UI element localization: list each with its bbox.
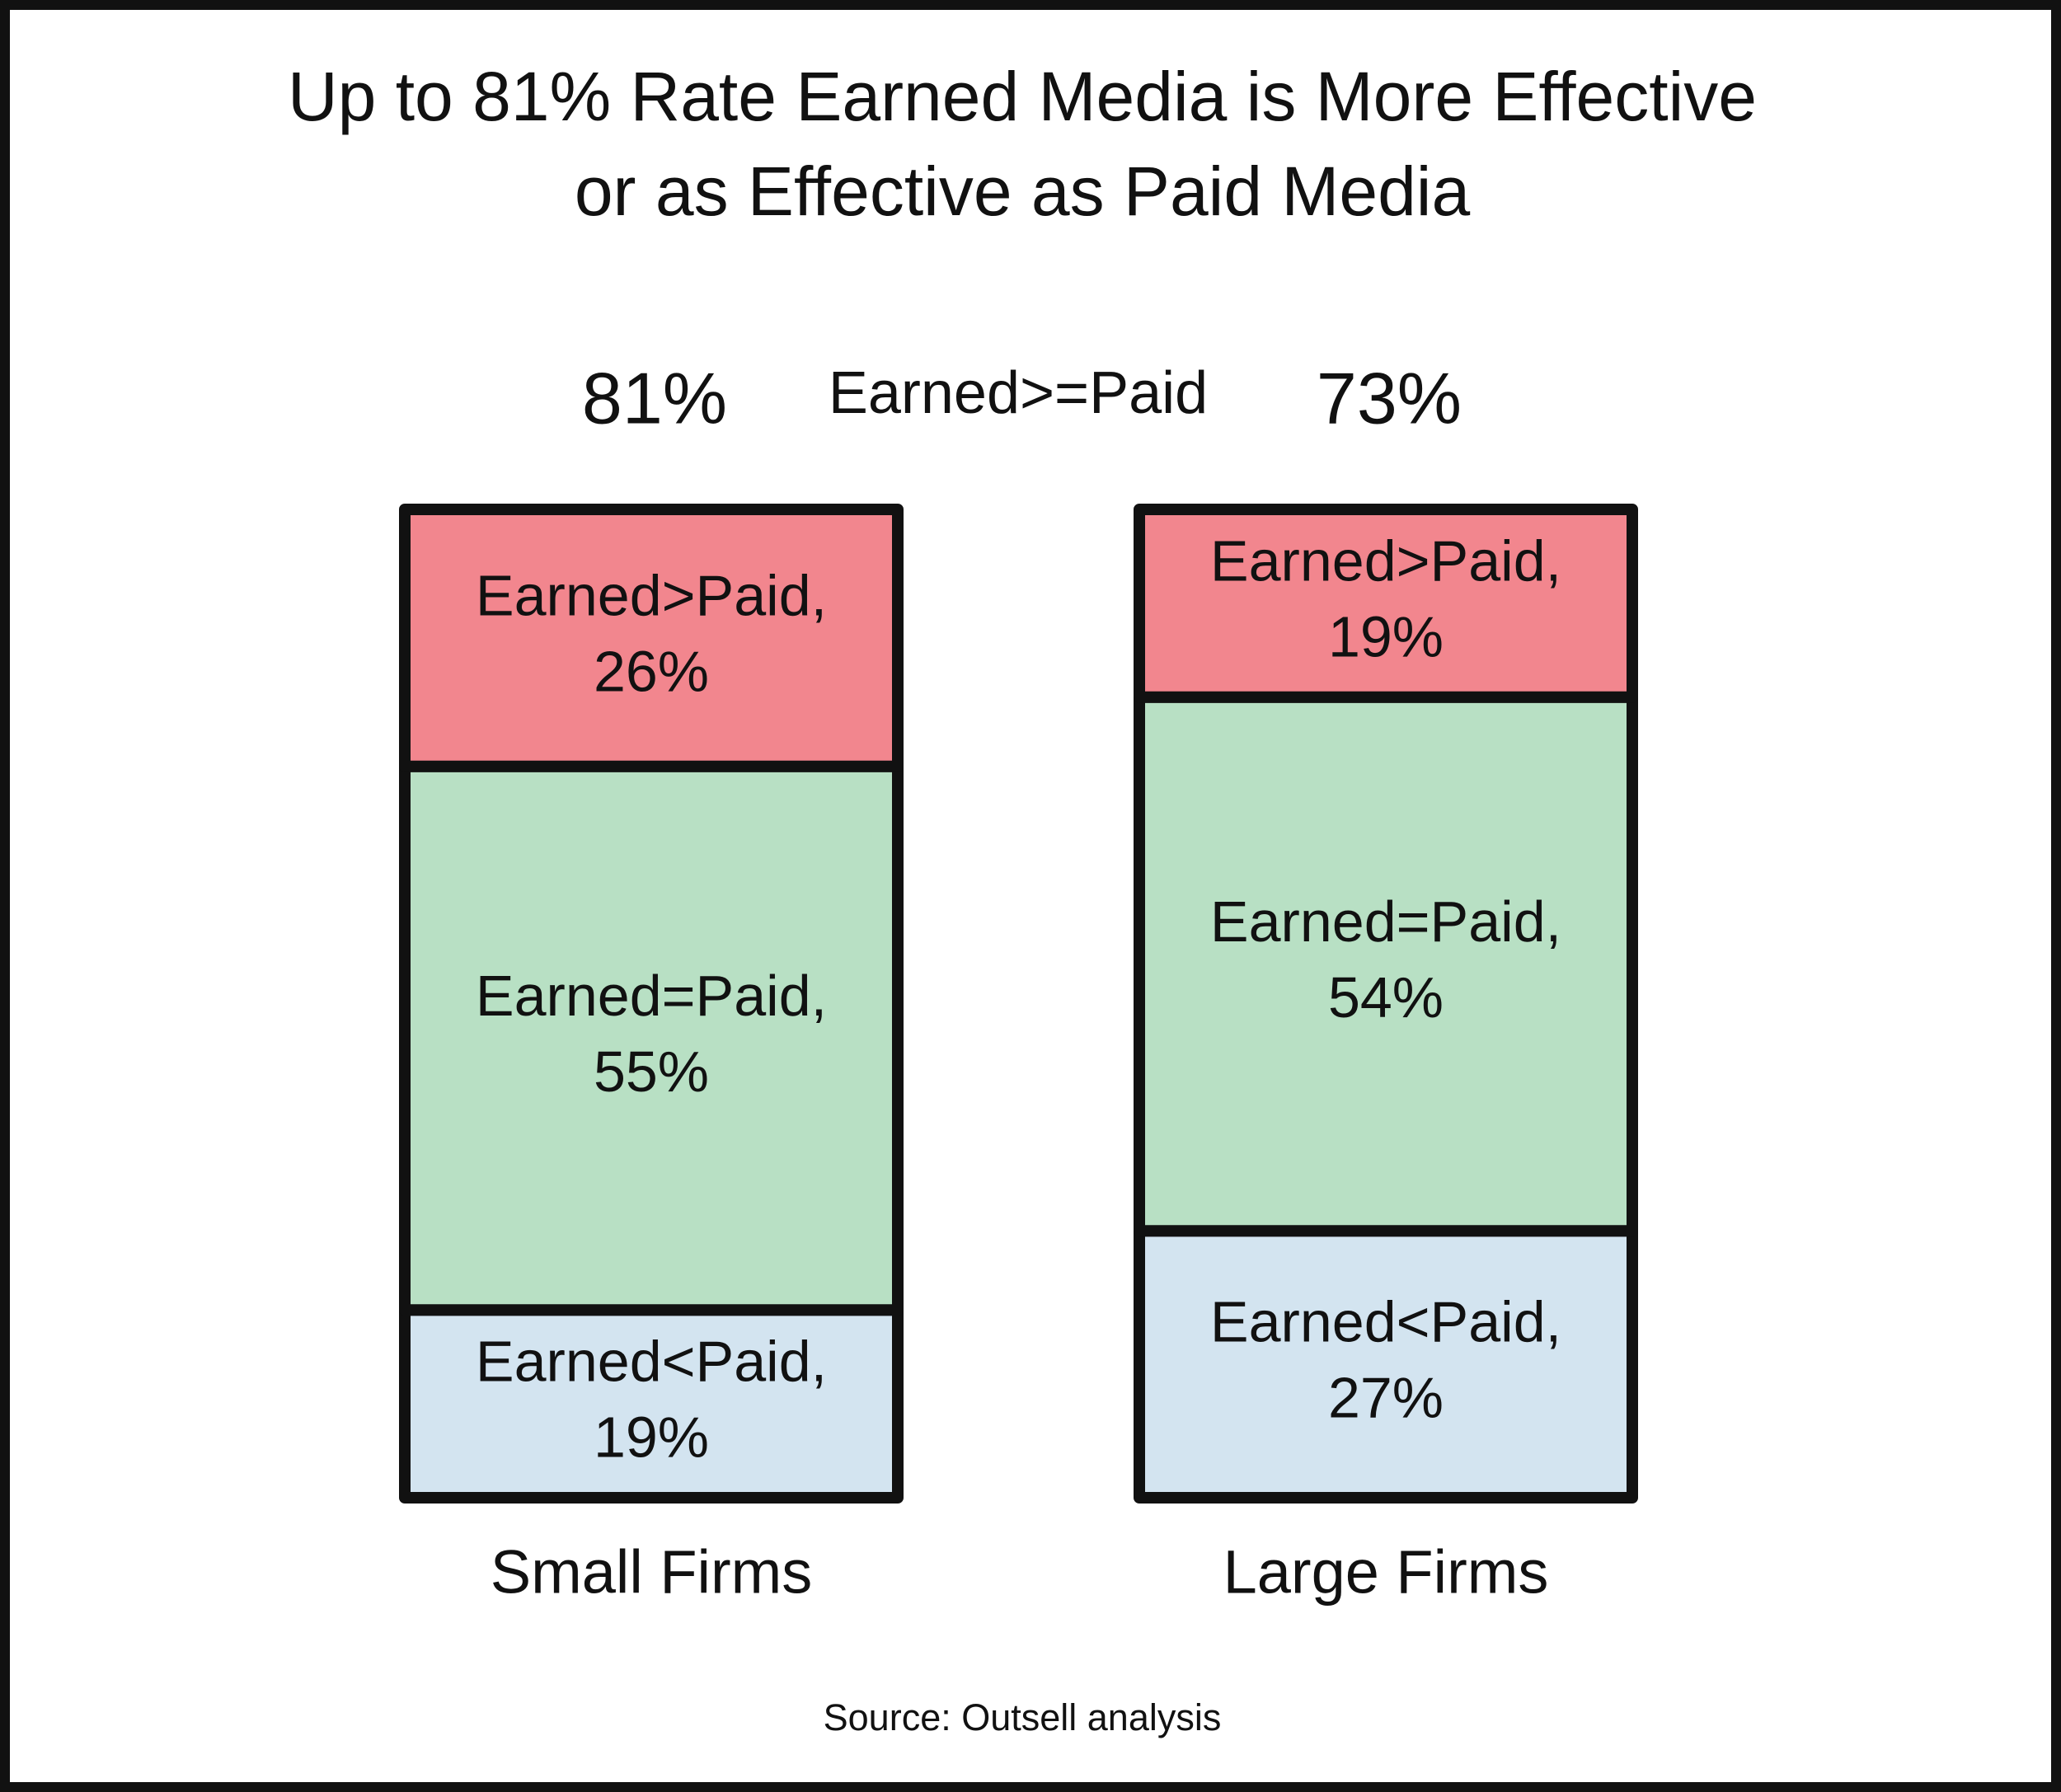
data-label: 19% xyxy=(594,1405,709,1470)
bar-segment xyxy=(399,760,904,1316)
segment-label: Earned<Paid, xyxy=(1210,1290,1561,1354)
source: Source: Outsell analysis xyxy=(824,1696,1222,1738)
data-label: 54% xyxy=(1328,965,1444,1030)
segment-label: Earned<Paid, xyxy=(476,1330,827,1394)
total-value: 81% xyxy=(582,357,727,439)
segment-label: Earned=Paid, xyxy=(1210,889,1561,954)
total-label: Earned>=Paid xyxy=(829,360,1208,426)
data-label: 26% xyxy=(594,639,709,703)
x-tick-label: Large Firms xyxy=(1223,1538,1549,1607)
total-value: 73% xyxy=(1317,357,1462,439)
bar-segment xyxy=(1134,1225,1638,1504)
data-label: 27% xyxy=(1328,1366,1444,1430)
data-label: 19% xyxy=(1328,604,1444,668)
bar-segment xyxy=(399,504,904,772)
segment-label: Earned>Paid, xyxy=(476,563,827,627)
chart-title: Up to 81% Rate Earned Media is More Effe… xyxy=(288,58,1757,135)
bar-segment xyxy=(399,1304,904,1503)
bar-segment xyxy=(1134,691,1638,1237)
segment-label: Earned>Paid, xyxy=(1210,528,1561,593)
chart-title: or as Effective as Paid Media xyxy=(575,152,1471,230)
segment-label: Earned=Paid, xyxy=(476,964,827,1028)
bar-segment xyxy=(1134,504,1638,703)
x-tick-label: Small Firms xyxy=(491,1538,813,1607)
data-label: 55% xyxy=(594,1039,709,1104)
